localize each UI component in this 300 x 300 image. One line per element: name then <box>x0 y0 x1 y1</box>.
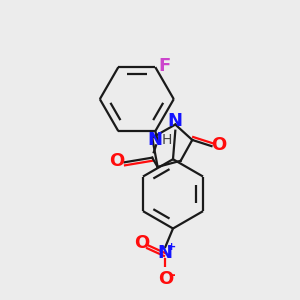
Text: H: H <box>162 133 172 147</box>
Text: O: O <box>158 270 173 288</box>
Text: O: O <box>109 152 124 170</box>
Text: N: N <box>148 131 163 149</box>
Text: O: O <box>212 136 227 154</box>
Text: N: N <box>158 244 173 262</box>
Text: F: F <box>158 57 171 75</box>
Text: +: + <box>167 242 176 252</box>
Text: N: N <box>168 112 183 130</box>
Text: O: O <box>134 234 149 252</box>
Text: -: - <box>169 268 175 283</box>
